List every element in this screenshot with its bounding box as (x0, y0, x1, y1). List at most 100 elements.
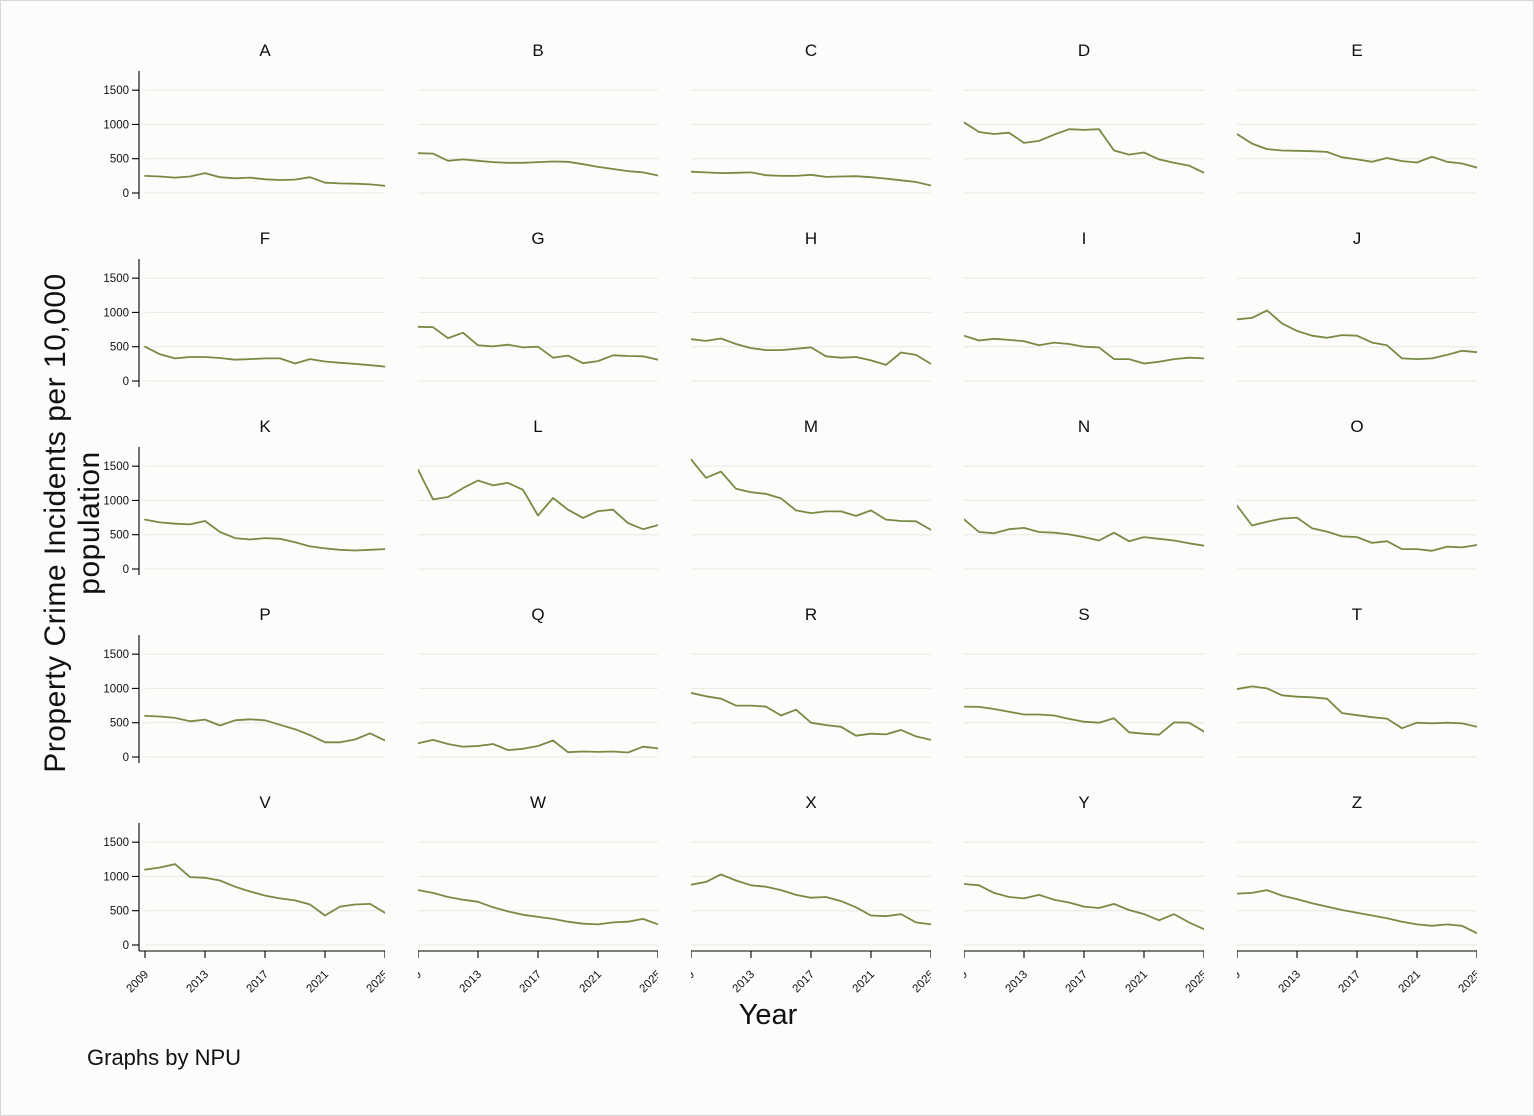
svg-text:500: 500 (110, 718, 129, 730)
svg-text:500: 500 (110, 906, 129, 918)
svg-text:2013: 2013 (185, 969, 212, 996)
panel-title: R (804, 605, 818, 624)
panel-plot (418, 277, 658, 382)
panel-Z: Z 2009 2013 2017 2021 2025 (1237, 793, 1477, 1007)
svg-text:500: 500 (110, 530, 129, 542)
svg-text:2009: 2009 (964, 969, 970, 996)
panel-title: V (259, 793, 271, 812)
svg-text:2009: 2009 (418, 969, 424, 996)
svg-text:2017: 2017 (518, 969, 545, 996)
panel-title: K (259, 417, 271, 436)
svg-text:2021: 2021 (578, 969, 605, 996)
panel-title: X (805, 793, 817, 812)
panel-plot (1237, 277, 1477, 382)
svg-text:0: 0 (123, 188, 129, 200)
svg-text:2021: 2021 (851, 969, 878, 996)
panel-title: W (529, 793, 547, 812)
svg-text:2025: 2025 (365, 969, 385, 996)
panel-plot: 2009 2013 2017 2021 2025 (691, 841, 931, 996)
svg-text:2009: 2009 (125, 969, 152, 996)
svg-text:2009: 2009 (1237, 969, 1243, 996)
panel-plot (964, 89, 1204, 194)
svg-text:1500: 1500 (103, 273, 129, 285)
panel-plot: 0 500 1000 1500 2009 2013 2017 2021 2025 (103, 823, 385, 996)
panel-Y: Y 2009 2013 2017 2021 2025 (964, 793, 1204, 1007)
svg-text:1500: 1500 (103, 461, 129, 473)
svg-text:2013: 2013 (1004, 969, 1031, 996)
panel-plot: 0 500 1000 1500 (103, 259, 385, 388)
panel-grid: A 0 500 1000 1500 B C D E F 0 500 1000 1500 G H I J K 0 500 1… (97, 41, 1477, 1007)
panel-title: Q (531, 605, 545, 624)
panel-title: N (1077, 417, 1091, 436)
panel-plot (691, 277, 931, 382)
panel-plot (691, 89, 931, 194)
panel-W: W 2009 2013 2017 2021 2025 (418, 793, 658, 1007)
by-graph-note: Graphs by NPU (87, 1045, 242, 1070)
panel-J: J (1237, 229, 1477, 393)
svg-text:1000: 1000 (103, 119, 129, 131)
panel-title: G (531, 229, 545, 248)
svg-text:1000: 1000 (103, 495, 129, 507)
svg-text:2017: 2017 (791, 969, 818, 996)
svg-text:2025: 2025 (1457, 969, 1477, 996)
panel-L: L (418, 417, 658, 581)
panel-title: Z (1351, 793, 1363, 812)
panel-title: I (1081, 229, 1087, 248)
panel-P: P 0 500 1000 1500 (97, 605, 385, 769)
svg-text:0: 0 (123, 564, 129, 576)
panel-F: F 0 500 1000 1500 (97, 229, 385, 393)
panel-plot (1237, 465, 1477, 570)
panel-plot: 2009 2013 2017 2021 2025 (1237, 841, 1477, 996)
svg-text:2013: 2013 (458, 969, 485, 996)
panel-S: S (964, 605, 1204, 769)
panel-plot (418, 465, 658, 570)
panel-Q: Q (418, 605, 658, 769)
svg-text:2021: 2021 (1397, 969, 1424, 996)
svg-text:2021: 2021 (1124, 969, 1151, 996)
panel-title: S (1078, 605, 1090, 624)
panel-plot (964, 465, 1204, 570)
panel-plot: 0 500 1000 1500 (103, 635, 385, 764)
svg-text:2013: 2013 (731, 969, 758, 996)
panel-O: O (1237, 417, 1477, 581)
svg-text:1000: 1000 (103, 683, 129, 695)
svg-text:2009: 2009 (691, 969, 697, 996)
svg-text:0: 0 (123, 752, 129, 764)
svg-text:500: 500 (110, 342, 129, 354)
panel-plot: 0 500 1000 1500 (103, 71, 385, 200)
svg-text:2025: 2025 (638, 969, 658, 996)
svg-text:2017: 2017 (1064, 969, 1091, 996)
panel-I: I (964, 229, 1204, 393)
panel-D: D (964, 41, 1204, 205)
panel-K: K 0 500 1000 1500 (97, 417, 385, 581)
svg-text:500: 500 (110, 154, 129, 166)
panel-X: X 2009 2013 2017 2021 2025 (691, 793, 931, 1007)
x-axis-title: Year (738, 999, 798, 1031)
svg-text:2025: 2025 (1184, 969, 1204, 996)
panel-plot: 2009 2013 2017 2021 2025 (418, 841, 658, 996)
panel-T: T (1237, 605, 1477, 769)
svg-text:1500: 1500 (103, 649, 129, 661)
panel-G: G (418, 229, 658, 393)
svg-text:2017: 2017 (1337, 969, 1364, 996)
panel-N: N (964, 417, 1204, 581)
panel-C: C (691, 41, 931, 205)
panel-R: R (691, 605, 931, 769)
panel-title: C (804, 41, 818, 60)
panel-title: M (803, 417, 819, 436)
panel-plot: 2009 2013 2017 2021 2025 (964, 841, 1204, 996)
svg-text:2013: 2013 (1277, 969, 1304, 996)
panel-title: E (1351, 41, 1363, 60)
panel-title: A (259, 41, 271, 60)
panel-title: L (533, 417, 543, 436)
svg-text:2017: 2017 (245, 969, 272, 996)
panel-title: D (1077, 41, 1091, 60)
panel-plot (691, 653, 931, 758)
panel-title: F (259, 229, 271, 248)
panel-V: V 0 500 1000 1500 2009 2013 2017 2021 2025 (97, 793, 385, 1007)
panel-A: A 0 500 1000 1500 (97, 41, 385, 205)
panel-title: T (1351, 605, 1363, 624)
svg-text:1000: 1000 (103, 871, 129, 883)
panel-plot: 0 500 1000 1500 (103, 447, 385, 576)
